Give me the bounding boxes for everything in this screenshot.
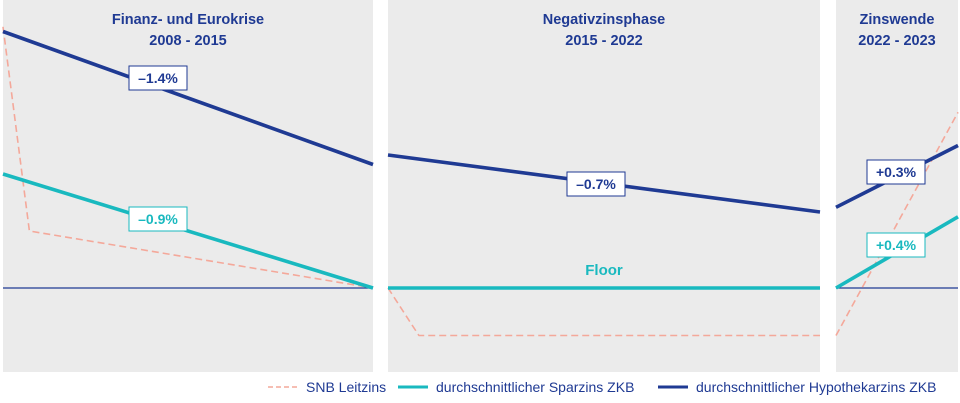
value-label-box xyxy=(866,159,926,185)
panel-background xyxy=(3,0,373,372)
value-label: +0.3% xyxy=(876,164,917,180)
value-label-box xyxy=(866,232,926,258)
legend-label-hypo: durchschnittlicher Hypothekarzins ZKB xyxy=(696,379,936,395)
panel-title: Negativzinsphase xyxy=(543,12,666,28)
panel-period: 2008 - 2015 xyxy=(149,33,226,49)
panel-period: 2015 - 2022 xyxy=(565,33,642,49)
snb-series-line xyxy=(387,287,820,337)
panels-layer: Finanz- und Eurokrise 2008 - 2015 Negativz… xyxy=(3,0,958,372)
legend-label-snb: SNB Leitzins xyxy=(306,379,386,395)
legend: SNB Leitzins durchschnittlicher Sparzins … xyxy=(268,379,936,395)
legend-label-spar: durchschnittlicher Sparzins ZKB xyxy=(436,379,634,395)
value-label-box xyxy=(566,171,626,197)
value-label: +0.4% xyxy=(876,237,917,253)
value-label-box xyxy=(128,65,188,91)
lines-layer xyxy=(2,26,959,337)
value-label-box xyxy=(128,206,188,232)
value-label: –0.9% xyxy=(138,211,178,227)
floor-label: Floor xyxy=(585,262,623,279)
panel-period: 2022 - 2023 xyxy=(858,33,935,49)
snb-series-line xyxy=(835,111,959,336)
value-label: –1.4% xyxy=(138,70,178,86)
value-label: –0.7% xyxy=(576,176,616,192)
panel-title: Finanz- und Eurokrise xyxy=(112,12,264,28)
snb-series-line xyxy=(2,26,374,289)
spar-series-line xyxy=(2,172,374,290)
panel-background xyxy=(836,0,958,372)
panel-title: Zinswende xyxy=(860,12,935,28)
hypo-series-line xyxy=(2,29,374,167)
labels-layer: –1.4% –0.9% –0.7% Floor +0.3% +0.4% xyxy=(128,65,926,279)
